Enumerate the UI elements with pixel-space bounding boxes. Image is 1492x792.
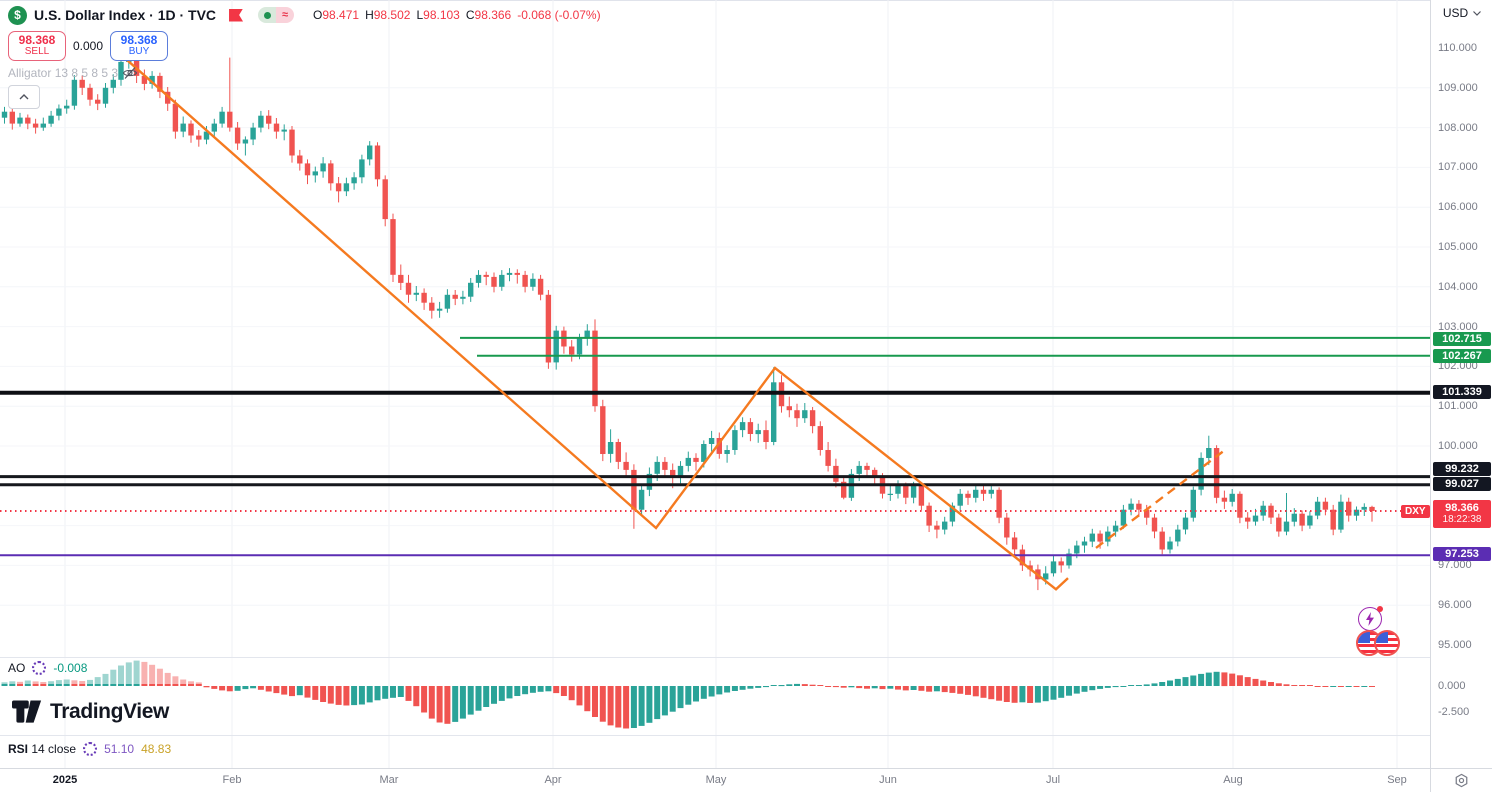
price-level-tag: 97.253: [1433, 547, 1491, 561]
time-axis-label: Jul: [1045, 774, 1061, 786]
low-label: L: [416, 8, 424, 22]
price-axis-label: 104.000: [1438, 281, 1478, 293]
time-axis-label: Apr: [544, 774, 562, 786]
gear-icon: [1455, 773, 1468, 788]
eye-off-icon[interactable]: [122, 65, 138, 81]
time-axis-label: Feb: [222, 774, 242, 786]
sell-label: SELL: [24, 46, 50, 57]
ohlc-values: O98.471 H98.502 L98.103 C98.366 -0.068 (…: [313, 8, 601, 22]
time-axis[interactable]: 2025 Feb Mar Apr May Jun Jul Aug Sep: [0, 768, 1430, 792]
ao-label: AO: [8, 661, 26, 675]
current-price-symbol-tag: DXY: [1401, 505, 1430, 518]
tradingview-logo-text: TradingView: [50, 700, 169, 723]
boost-lightning-icon[interactable]: [1358, 606, 1383, 631]
high-value: 98.502: [373, 8, 411, 22]
low-value: 98.103: [423, 8, 460, 22]
buy-label: BUY: [128, 46, 150, 57]
current-price-tag: 98.366 18:22:38: [1433, 500, 1491, 528]
ao-value: -0.008: [53, 661, 88, 675]
window-top-border: [0, 0, 1492, 1]
price-axis[interactable]: USD 110.000 109.000 108.000 107.000 106.000 1…: [1430, 0, 1492, 768]
price-level-tag: 99.027: [1433, 477, 1491, 491]
ao-axis-label: -2.500: [1438, 706, 1470, 718]
price-axis-label: 103.000: [1438, 321, 1478, 333]
axis-settings-corner[interactable]: [1430, 768, 1492, 792]
ao-indicator-legend[interactable]: AO -0.008: [8, 661, 87, 675]
chevron-up-icon: [19, 94, 29, 100]
price-axis-label: 97.000: [1438, 559, 1472, 571]
price-axis-label: 100.000: [1438, 440, 1478, 452]
market-open-dot-icon: [258, 7, 277, 23]
close-label: C: [465, 8, 475, 22]
time-axis-label: Aug: [1223, 774, 1243, 786]
rsi-label: RSI 14 close: [8, 742, 77, 756]
change-value: -0.068 (-0.07%): [517, 8, 601, 22]
price-axis-label: 108.000: [1438, 122, 1478, 134]
rsi-indicator-legend[interactable]: RSI 14 close 51.10 48.83: [8, 742, 171, 756]
open-value: 98.471: [322, 8, 360, 22]
price-axis-label: 105.000: [1438, 241, 1478, 253]
chevron-down-icon: [1473, 10, 1482, 16]
high-label: H: [365, 8, 374, 22]
spread-value: 0.000: [72, 39, 104, 53]
symbol-pair-flags-icon[interactable]: [1356, 629, 1402, 657]
us-flag-icon: [1374, 630, 1400, 656]
indicator-legend-alligator[interactable]: Alligator 13 8 5 8 5 3: [8, 65, 138, 81]
time-axis-label: Mar: [379, 774, 399, 786]
alligator-label: Alligator 13 8 5 8 5 3: [8, 66, 119, 80]
collapse-panel-button[interactable]: [8, 85, 40, 109]
symbol-logo[interactable]: $: [8, 5, 27, 25]
sell-price: 98.368: [18, 33, 56, 47]
price-axis-label: 109.000: [1438, 82, 1478, 94]
price-level-tag: 102.267: [1433, 349, 1491, 363]
currency-dropdown[interactable]: USD: [1431, 6, 1492, 20]
chart-canvas[interactable]: [0, 0, 1430, 768]
price-level-tag: 102.715: [1433, 332, 1491, 346]
ao-axis-label: 0.000: [1438, 680, 1466, 692]
price-level-tag: 99.232: [1433, 462, 1491, 476]
tradingview-mark-icon: [12, 700, 42, 723]
sell-button[interactable]: 98.368 SELL: [8, 31, 66, 61]
price-axis-label: 110.000: [1438, 42, 1477, 54]
close-value: 98.366: [474, 8, 512, 22]
price-axis-label: 95.000: [1438, 639, 1472, 651]
time-axis-label: Sep: [1387, 774, 1407, 786]
price-axis-label: 101.000: [1438, 400, 1478, 412]
symbol-title[interactable]: U.S. Dollar Index · 1D · TVC: [34, 7, 217, 23]
currency-label: USD: [1442, 6, 1469, 20]
price-axis-label: 96.000: [1438, 599, 1472, 611]
price-axis-label: 106.000: [1438, 201, 1478, 213]
flag-icon[interactable]: [229, 8, 244, 22]
price-axis-label: 102.000: [1438, 360, 1478, 372]
tradingview-logo[interactable]: TradingView: [12, 699, 169, 725]
loading-spinner-icon: [83, 742, 98, 756]
time-axis-label: Jun: [879, 774, 897, 786]
notification-dot: [1377, 606, 1383, 612]
loading-spinner-icon: [32, 661, 47, 675]
time-axis-label: 2025: [52, 774, 78, 786]
buy-price: 98.368: [120, 33, 158, 47]
symbol-header: $ U.S. Dollar Index · 1D · TVC ≈ O98.471…: [8, 5, 601, 25]
price-level-tag: 101.339: [1433, 385, 1491, 399]
rsi-value-1: 51.10: [104, 742, 135, 756]
rsi-value-2: 48.83: [141, 742, 172, 756]
open-label: O: [313, 8, 323, 22]
time-axis-label: May: [705, 774, 727, 786]
price-axis-label: 107.000: [1438, 161, 1478, 173]
delayed-data-icon: ≈: [276, 7, 295, 23]
buy-button[interactable]: 98.368 BUY: [110, 31, 168, 61]
trade-panel: 98.368 SELL 0.000 98.368 BUY: [8, 31, 168, 61]
market-status-pill[interactable]: ≈: [258, 7, 295, 23]
